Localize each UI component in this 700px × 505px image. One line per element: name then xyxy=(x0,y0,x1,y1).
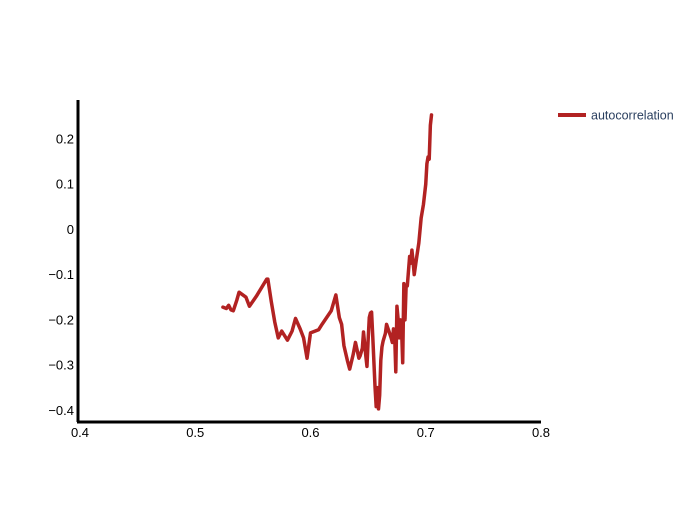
y-tick-label: −0.3 xyxy=(48,358,74,373)
x-tick-label: 0.6 xyxy=(301,425,319,440)
plot-area xyxy=(221,113,434,411)
x-tick-label: 0.8 xyxy=(532,425,550,440)
x-tick-label: 0.5 xyxy=(186,425,204,440)
y-tick-label: 0.1 xyxy=(56,177,74,192)
y-tick-label: 0 xyxy=(67,222,74,237)
series-line-0 xyxy=(221,113,434,411)
x-tick-label: 0.4 xyxy=(71,425,89,440)
y-tick-label: −0.4 xyxy=(48,403,74,418)
y-tick-label: −0.1 xyxy=(48,267,74,282)
axes: 0.4 0.5 0.6 0.7 0.8 0.2 0.1 0 −0.1 −0.2 −0.3 −0.4 xyxy=(48,100,550,440)
y-tick-label: 0.2 xyxy=(56,131,74,146)
legend[interactable]: autocorrelation xyxy=(558,109,674,123)
y-tick-label: −0.2 xyxy=(48,312,74,327)
x-tick-label: 0.7 xyxy=(417,425,435,440)
legend-label[interactable]: autocorrelation xyxy=(591,109,674,123)
